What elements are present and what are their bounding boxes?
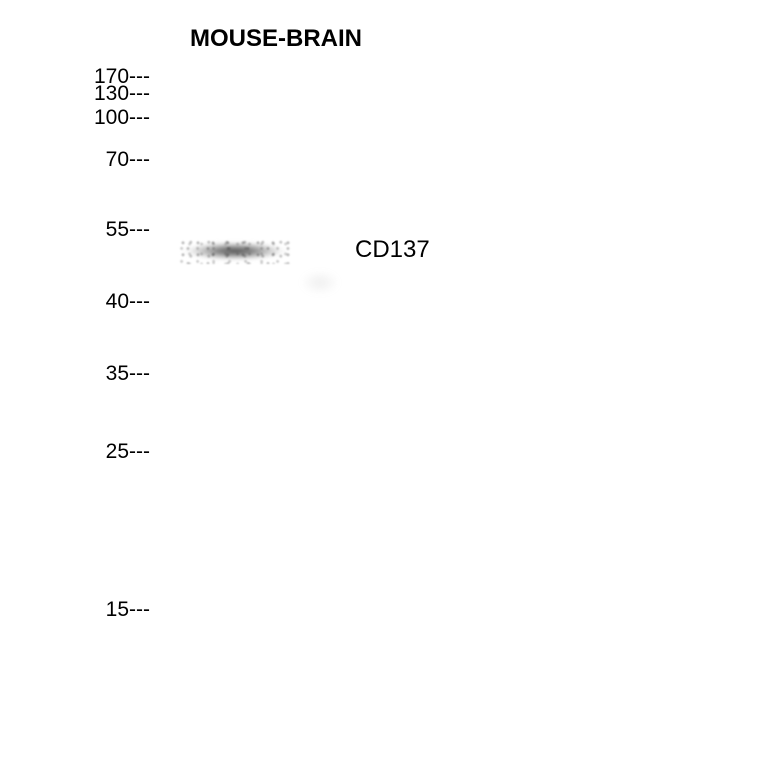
marker-value: 35 bbox=[106, 362, 129, 385]
marker-tick: --- bbox=[129, 598, 150, 622]
marker-value: 15 bbox=[106, 598, 129, 621]
lane-header: MOUSE-BRAIN bbox=[190, 25, 362, 53]
marker-value: 40 bbox=[106, 290, 129, 313]
marker-value: 25 bbox=[106, 440, 129, 463]
marker-value: 70 bbox=[106, 148, 129, 171]
marker-tick: --- bbox=[129, 106, 150, 130]
marker-value: 130 bbox=[94, 82, 129, 105]
marker-value: 100 bbox=[94, 106, 129, 129]
protein-band-texture bbox=[180, 238, 290, 264]
marker-tick: --- bbox=[129, 148, 150, 172]
marker-130kda: 130--- bbox=[94, 82, 150, 106]
marker-tick: --- bbox=[129, 440, 150, 464]
marker-25kda: 25--- bbox=[106, 440, 150, 464]
marker-55kda: 55--- bbox=[106, 218, 150, 242]
marker-tick: --- bbox=[129, 218, 150, 242]
marker-70kda: 70--- bbox=[106, 148, 150, 172]
western-blot-container: MOUSE-BRAIN 170---130---100---70---55---… bbox=[0, 0, 764, 764]
marker-value: 55 bbox=[106, 218, 129, 241]
marker-35kda: 35--- bbox=[106, 362, 150, 386]
marker-15kda: 15--- bbox=[106, 598, 150, 622]
marker-100kda: 100--- bbox=[94, 106, 150, 130]
marker-tick: --- bbox=[129, 362, 150, 386]
marker-40kda: 40--- bbox=[106, 290, 150, 314]
marker-tick: --- bbox=[129, 290, 150, 314]
blot-smudge bbox=[300, 270, 340, 295]
marker-tick: --- bbox=[129, 82, 150, 106]
band-label-cd137: CD137 bbox=[355, 236, 430, 264]
